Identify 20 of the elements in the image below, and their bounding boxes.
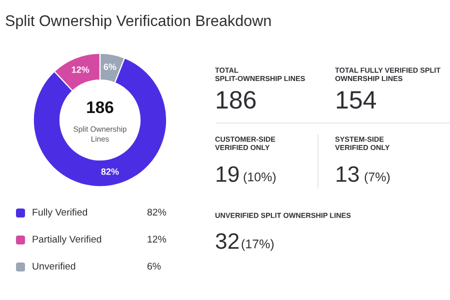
text: (7%) [364,172,390,184]
text: 13 [336,166,359,182]
legend-label: Fully Verified [32,208,88,218]
legend-label: Unverified [32,262,76,270]
text: 32 [216,233,239,249]
data-label: 82% [101,168,119,175]
text: (17%) [242,239,274,251]
donut-slice [32,57,168,188]
text: 82% [147,208,166,216]
data-label: 6% [104,64,116,70]
text: 186 [87,101,114,114]
text: 6% [147,262,161,270]
text: 12% [148,236,166,243]
text: (10%) [244,172,276,184]
legend-label: Partially Verified [32,235,102,245]
chart-title: Split Ownership Verification Breakdown [6,14,271,30]
text: 154 [336,91,376,109]
text: 186 [216,91,256,109]
text: 19 [216,166,239,182]
data-label: 12% [72,66,90,73]
